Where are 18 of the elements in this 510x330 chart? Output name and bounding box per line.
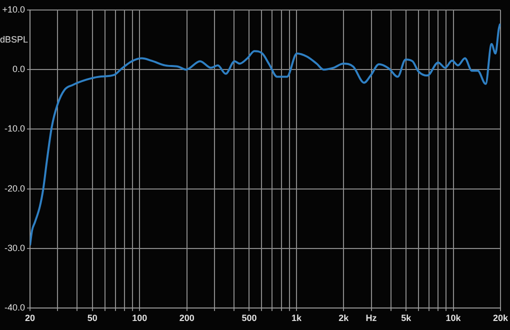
x-tick-label: 100 <box>132 312 148 323</box>
x-tick-label: 1k <box>291 312 302 323</box>
x-tick-label: 50 <box>87 312 98 323</box>
y-tick-label: 0.0 <box>12 64 25 74</box>
x-tick-label: Hz <box>366 312 378 323</box>
y-tick-label: +10.0 <box>2 4 25 14</box>
y-axis-title: dBSPL <box>0 34 28 44</box>
y-tick-label: -40.0 <box>4 302 25 312</box>
y-tick-label: -30.0 <box>4 242 25 253</box>
x-tick-label: 20k <box>492 312 509 323</box>
x-tick-label: 500 <box>242 312 257 323</box>
x-tick-label: 2k <box>338 312 350 323</box>
x-tick-label: 10k <box>446 312 462 323</box>
x-tick-label: 20 <box>24 312 36 323</box>
y-tick-label: -20.0 <box>4 183 25 194</box>
x-tick-label: 5k <box>401 312 412 323</box>
y-tick-label: -10.0 <box>4 124 25 134</box>
x-tick-label: 200 <box>179 312 194 323</box>
